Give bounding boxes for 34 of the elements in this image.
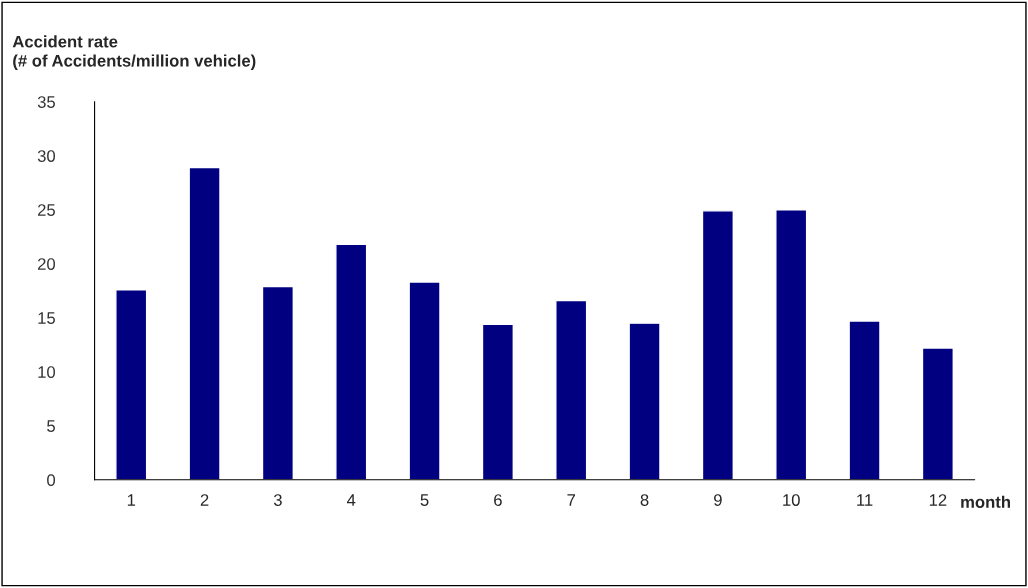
bar: [261, 285, 294, 480]
y-tick-label: 5: [47, 420, 55, 432]
y-tick-label: 35: [37, 96, 55, 108]
x-tick-label: 9: [714, 494, 722, 506]
x-tick-label: 11: [857, 494, 873, 506]
bar: [555, 299, 588, 480]
x-tick-label: 10: [783, 494, 800, 506]
x-tick-label: 3: [273, 494, 282, 506]
bar: [921, 347, 954, 480]
x-tick-label: 8: [640, 494, 649, 506]
x-tick-label: 2: [200, 494, 209, 506]
y-tick-label: 30: [37, 150, 56, 162]
x-tick-label: 5: [420, 494, 429, 506]
y-axis-title: Accident rate (# of Accidents/million vehicle): [12, 35, 256, 70]
x-tick-label: 1: [127, 494, 136, 506]
y-tick-label: 20: [37, 258, 56, 270]
y-tick-label: 15: [38, 312, 55, 324]
y-tick-label: 10: [38, 366, 56, 378]
bar: [335, 243, 368, 480]
bar: [481, 323, 514, 480]
bar: [115, 288, 148, 480]
bar: [628, 322, 661, 480]
bar: [775, 209, 808, 480]
y-tick-label: 0: [47, 474, 56, 487]
y-tick-label: 25: [37, 204, 55, 216]
x-tick-label: 12: [929, 494, 947, 506]
bar: [188, 166, 221, 480]
x-tick-label: 4: [346, 494, 356, 506]
bar: [408, 281, 441, 480]
x-tick-label: 7: [567, 494, 576, 506]
bar: [848, 320, 881, 480]
bar: [701, 210, 734, 480]
x-axis-title: month: [961, 495, 1010, 508]
x-tick-label: 6: [494, 494, 502, 506]
